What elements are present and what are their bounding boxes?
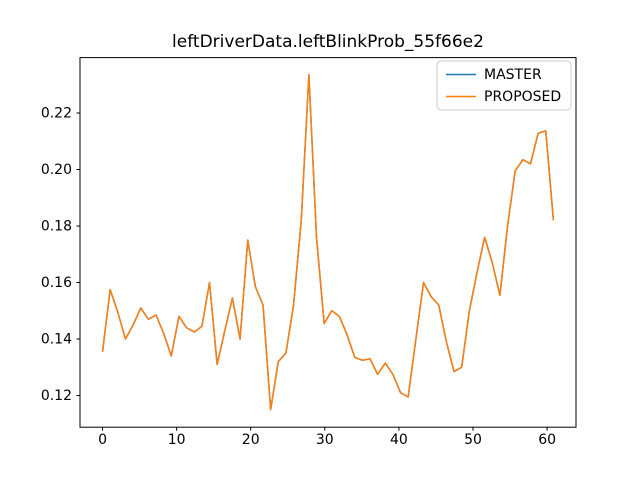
x-tick-label: 20: [242, 432, 260, 448]
chart-title: leftDriverData.leftBlinkProb_55f66e2: [172, 32, 484, 52]
legend: MASTER PROPOSED: [436, 60, 572, 111]
y-tick-label: 0.16: [41, 275, 72, 291]
y-tick-label: 0.14: [41, 332, 72, 348]
y-tick-label: 0.20: [41, 162, 72, 178]
axes-spines: [79, 57, 577, 428]
y-axis: 0.12 0.14 0.16 0.18 0.20 0.22: [41, 105, 80, 404]
x-tick-label: 50: [464, 432, 482, 448]
x-tick-label: 0: [98, 432, 107, 448]
series-proposed-line: [101, 74, 555, 411]
y-tick-label: 0.12: [41, 388, 72, 404]
x-tick-label: 40: [390, 432, 408, 448]
x-tick-label: 60: [538, 432, 556, 448]
y-tick-label: 0.22: [41, 105, 72, 121]
plot-area: [101, 74, 555, 411]
legend-label-master: MASTER: [484, 67, 542, 83]
x-tick-label: 10: [168, 432, 186, 448]
x-axis: 0 10 20 30 40 50 60: [98, 427, 556, 448]
x-tick-label: 30: [316, 432, 334, 448]
legend-box: [436, 60, 572, 111]
y-tick-label: 0.18: [41, 219, 72, 235]
legend-label-proposed: PROPOSED: [484, 89, 561, 105]
